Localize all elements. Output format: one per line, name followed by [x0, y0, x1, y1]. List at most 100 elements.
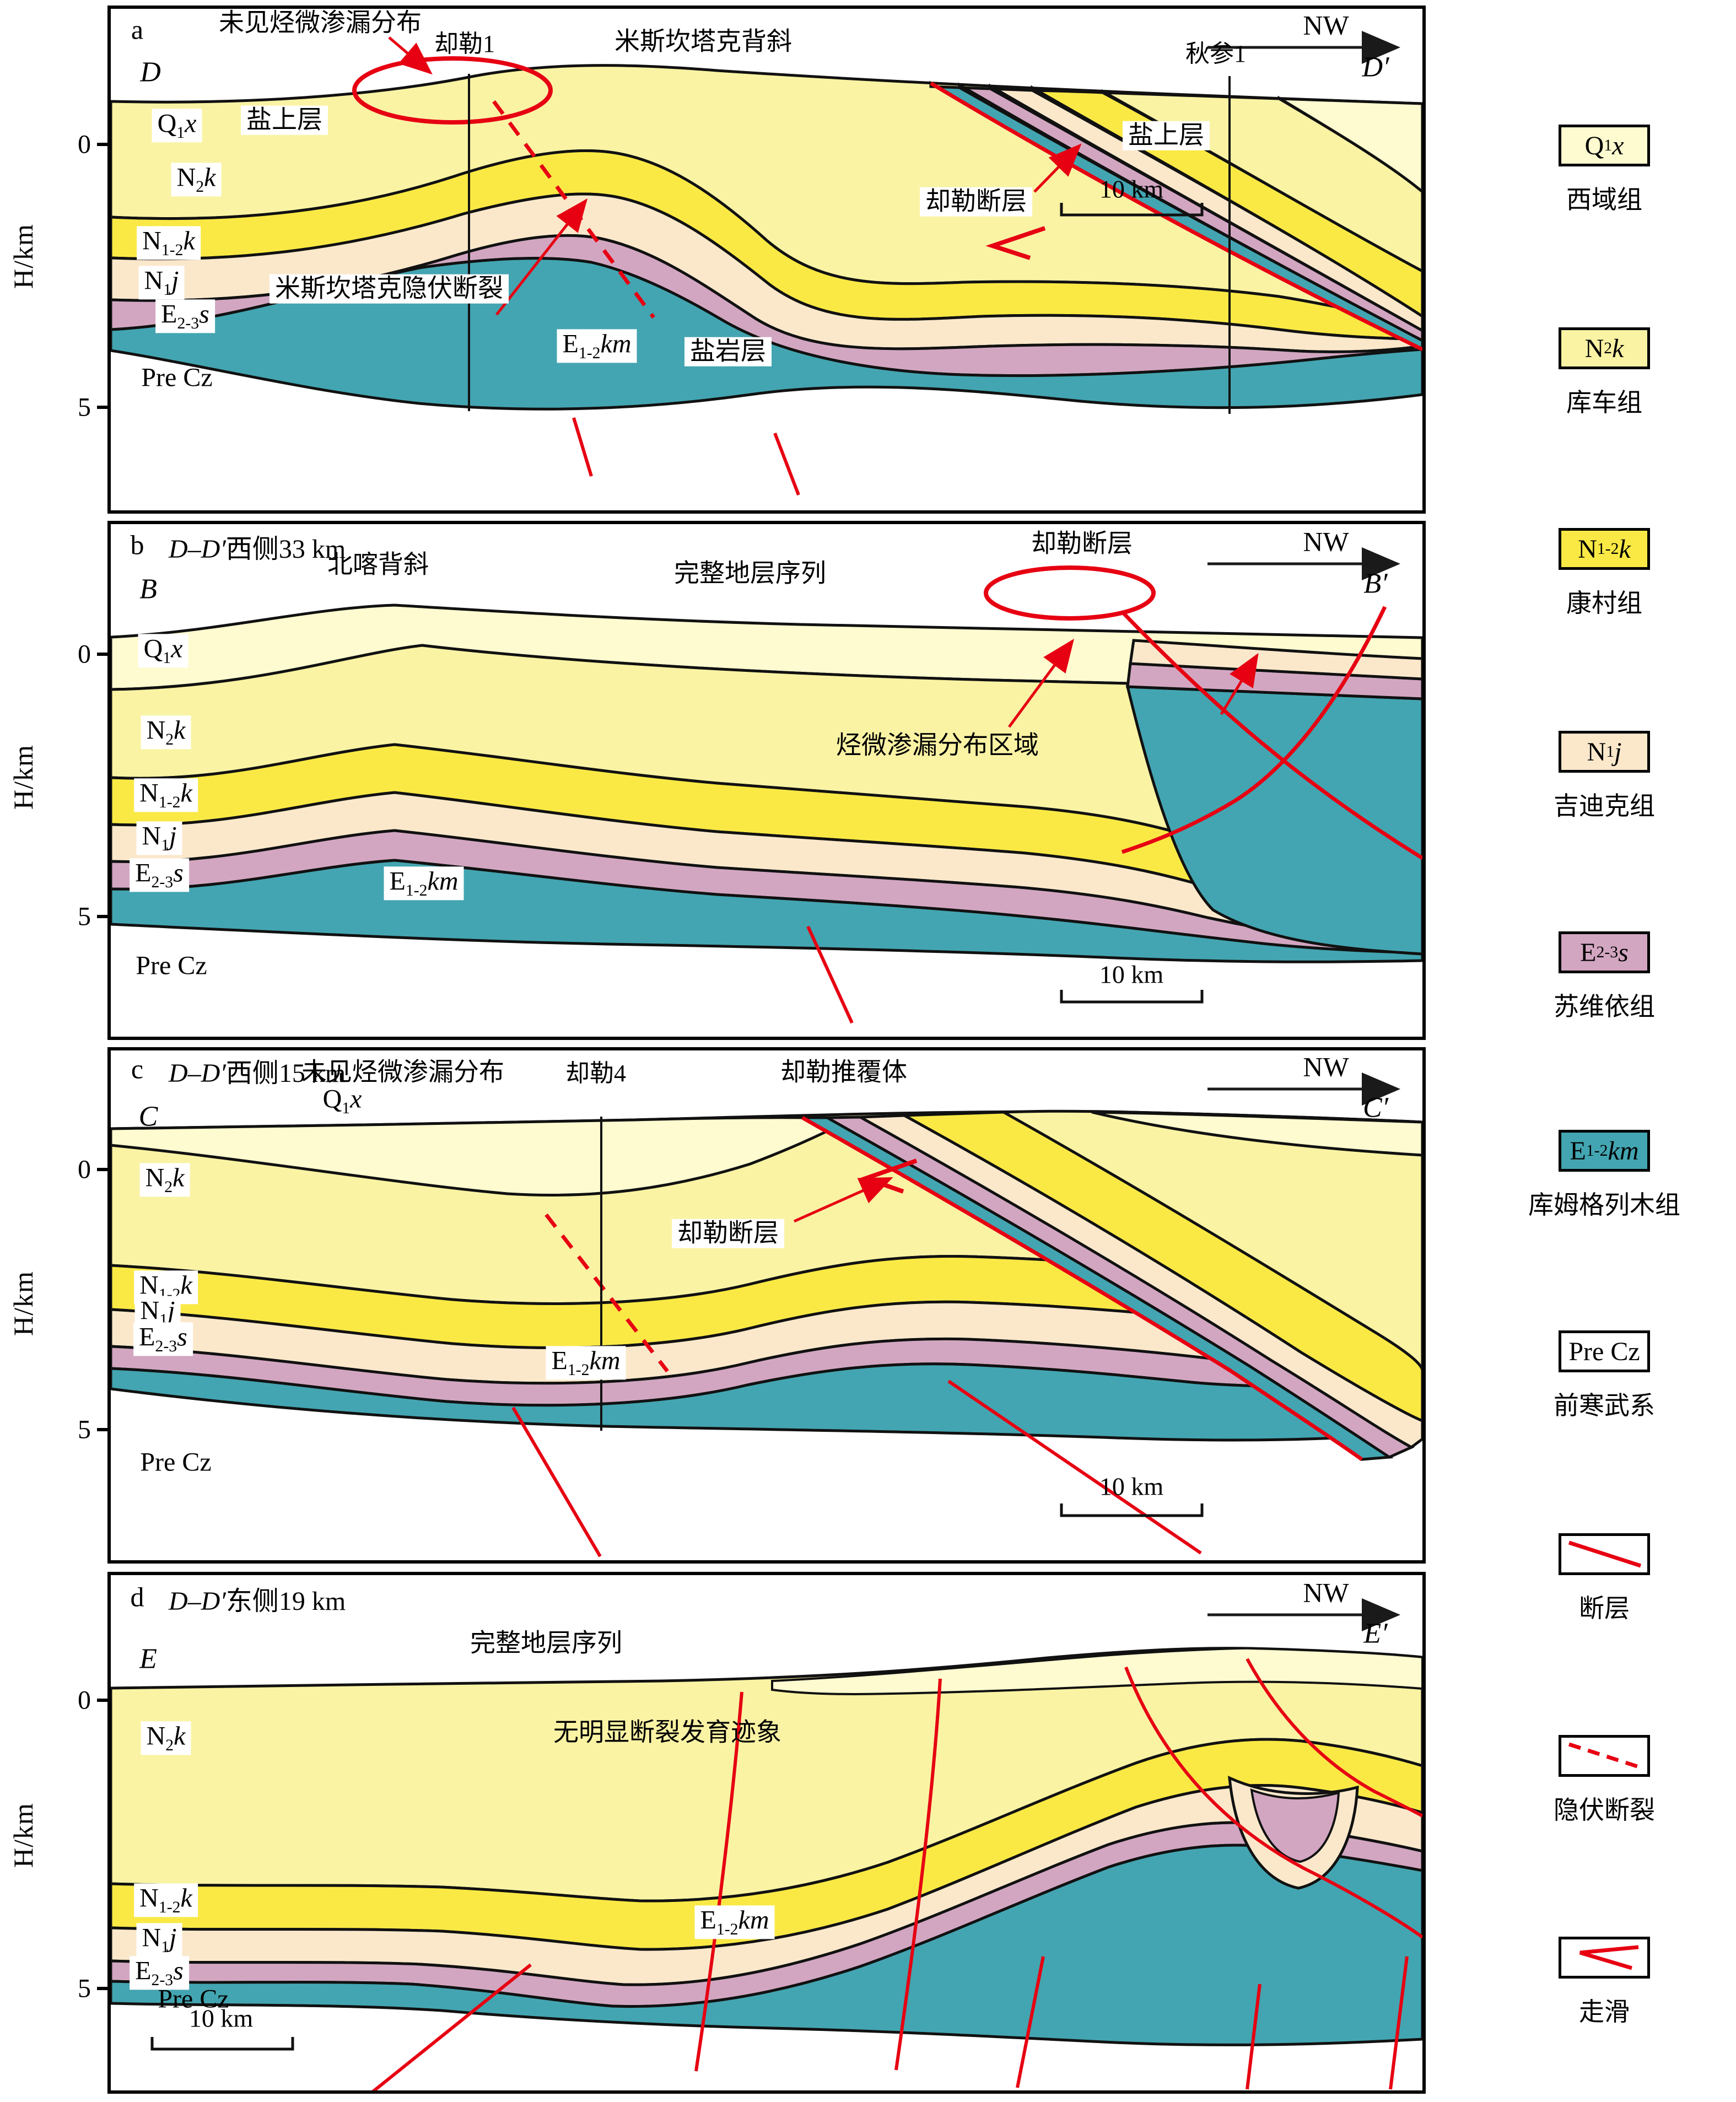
b-end-right: B′	[1363, 568, 1388, 600]
c-region-q1x-west	[111, 1116, 858, 1197]
legend-name-precz: 前寒武系	[1554, 1392, 1655, 1420]
panel-a-section	[111, 31, 1422, 496]
d-basement-fault-0	[371, 1963, 532, 2090]
d-fault-1	[694, 1691, 743, 2072]
d-nofault-label: 无明显断裂发育迹象	[553, 1718, 781, 1747]
tickmark	[97, 1987, 108, 1990]
legend-name-strike-slip: 走滑	[1579, 1998, 1630, 2026]
a-salt-upper-right-label: 盐上层	[1123, 121, 1210, 150]
legend-name-e12km: 库姆格列木组	[1528, 1191, 1680, 1219]
d-fault-curved-1	[1124, 1666, 1422, 1939]
a-hiddenfault-label: 米斯坎塔克隐伏断裂	[269, 274, 509, 304]
panel-a: a 未见烃微渗漏分布 却勒1 米斯坎塔克背斜 秋参1 NW D′ D Q1x N…	[107, 6, 1426, 514]
a-noseep-ellipse	[352, 56, 553, 125]
c-scalebar	[1060, 1503, 1204, 1517]
b-label-n12k: N1-2k	[134, 778, 198, 812]
b-label-e23s: E2-3s	[130, 858, 189, 892]
legend-swatch-precz	[1559, 1330, 1650, 1372]
legend-name-q1x: 西域组	[1566, 186, 1642, 214]
a-label-precz: Pre Cz	[141, 363, 213, 392]
fault-line-icon	[1568, 1540, 1642, 1568]
c-basement-fault-1	[511, 1406, 602, 1557]
strike-slip-icon	[1579, 1945, 1639, 1970]
tickmark	[97, 406, 108, 409]
b-label-n2k: N2k	[141, 715, 191, 750]
b-fault-label: 却勒断层	[1031, 529, 1133, 558]
b-label-precz: Pre Cz	[136, 951, 207, 980]
a-label-n2k: N2k	[171, 163, 222, 197]
b-end-left: B	[139, 573, 157, 605]
tickmark	[97, 1168, 108, 1171]
c-label-n2k: N2k	[139, 1163, 190, 1197]
d-region-q1x-sliver	[771, 1647, 1422, 1696]
b-scalebar-label: 10 km	[1099, 960, 1164, 989]
panel-b: b D–D′西侧33 km B B′ NW 北喀背斜 完整地层序列 却勒断层 烃…	[107, 521, 1426, 1040]
tick-c-0: 0	[78, 1155, 91, 1184]
d-compass-label: NW	[1303, 1577, 1349, 1608]
legend-swatch-q1x	[1559, 125, 1650, 166]
d-scalebar	[150, 2037, 294, 2051]
tickmark	[97, 143, 108, 146]
b-scalebar	[1060, 990, 1204, 1004]
b-seep-arrow-1	[1007, 638, 1074, 728]
d-label-n2k: N2k	[141, 1721, 191, 1755]
c-fault-arrow	[793, 1177, 893, 1223]
a-scalebar	[1060, 203, 1204, 217]
tick-a-5: 5	[78, 392, 91, 422]
d-end-right: E′	[1363, 1618, 1388, 1650]
a-end-left: D	[140, 56, 161, 88]
d-label-e23s: E2-3s	[130, 1956, 189, 1990]
tick-b-0: 0	[78, 639, 91, 669]
legend-swatch-e23s	[1559, 931, 1650, 973]
legend-swatch-e12km	[1559, 1130, 1650, 1172]
b-tag: b	[130, 529, 144, 560]
d-basement-fault-3	[1389, 1956, 1409, 2090]
legend-name-n12k: 康村组	[1566, 589, 1642, 617]
c-label-e23s: E2-3s	[133, 1322, 193, 1356]
a-label-e23s: E2-3s	[155, 299, 215, 333]
c-compass-label: NW	[1303, 1051, 1349, 1082]
c-hidden-fault-line	[544, 1213, 669, 1373]
a-noseep-arrow	[388, 36, 433, 75]
a-scalebar-label: 10 km	[1099, 175, 1164, 203]
tick-c-5: 5	[78, 1415, 91, 1445]
tickmark	[97, 653, 108, 656]
c-title: D–D′西侧15 km	[169, 1059, 346, 1088]
legend-swatch-hidden-fault	[1559, 1735, 1650, 1777]
c-quele-fault-line	[801, 1115, 1363, 1461]
legend-swatch-strike-slip	[1559, 1937, 1650, 1979]
a-compass-label: NW	[1303, 9, 1349, 41]
panel-c: c D–D′西侧15 km C C′ NW 未见烃微渗漏分布 却勒4 却勒推覆体…	[107, 1047, 1426, 1564]
b-seep-ellipse	[984, 565, 1156, 621]
hidden-fault-line-icon	[1568, 1742, 1642, 1770]
b-fault-1	[1122, 612, 1422, 860]
d-label-precz: Pre Cz	[158, 1984, 229, 2014]
d-tag: d	[130, 1581, 144, 1613]
c-noseep-label: 未见烃微渗漏分布	[301, 1058, 504, 1086]
a-label-n1j: N1j	[138, 266, 185, 300]
y-axis-label-c: H/km	[8, 1271, 39, 1336]
tick-d-5: 5	[78, 1974, 91, 2003]
a-label-n12k: N1-2k	[137, 226, 201, 260]
b-label-e12km: E1-2km	[384, 866, 464, 901]
a-basement-fault-2	[773, 432, 800, 496]
legend-name-fault: 断层	[1579, 1594, 1630, 1623]
a-well-quele1-label: 却勒1	[434, 30, 495, 57]
panel-b-section	[111, 547, 1422, 1024]
c-label-e12km: E1-2km	[546, 1346, 626, 1380]
b-basement-fault	[806, 925, 854, 1024]
a-well-qiushen1-label: 秋参1	[1185, 40, 1246, 67]
d-plug-e23s	[1250, 1788, 1340, 1863]
b-label-n1j: N1j	[136, 821, 182, 855]
b-anticline-label: 北喀背斜	[327, 550, 429, 579]
a-fault-label: 却勒断层	[920, 187, 1032, 217]
a-strike-slip-symbol	[985, 226, 1046, 260]
a-anticline-label: 米斯坎塔克背斜	[614, 27, 792, 56]
c-end-right: C′	[1362, 1092, 1389, 1124]
a-basement-fault-1	[572, 417, 593, 477]
a-label-q1x: Q1x	[152, 109, 202, 143]
legend-swatch-n2k	[1559, 327, 1650, 369]
c-nappe-label: 却勒推覆体	[780, 1058, 907, 1086]
panel-d: d D–D′东侧19 km E E′ NW 完整地层序列 无明显断裂发育迹象 N…	[107, 1572, 1426, 2094]
legend-swatch-n1j	[1559, 731, 1650, 773]
